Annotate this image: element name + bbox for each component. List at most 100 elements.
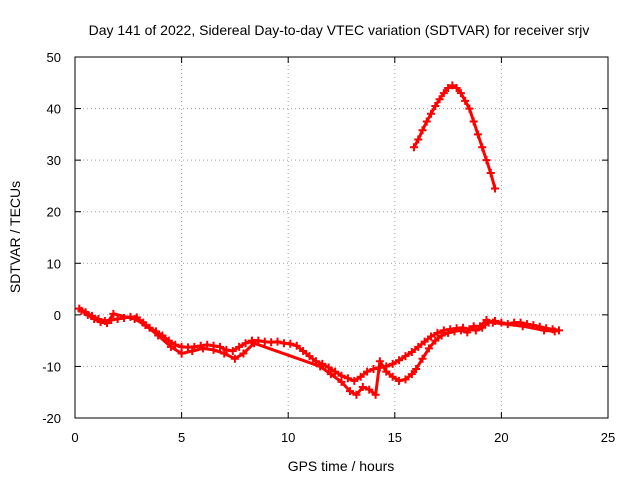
data-point [427,109,436,118]
data-point [77,306,86,315]
data-point [395,356,404,365]
data-point [465,104,474,113]
data-point [554,326,563,335]
x-tick-label: 0 [71,430,78,445]
data-point [540,326,549,335]
main-trace-line [78,307,560,383]
y-axis-label: SDTVAR / TECUs [7,181,23,293]
data-point [414,342,423,351]
data-point [316,362,325,371]
data-point [83,310,92,319]
data-point [412,365,421,374]
y-tick-label: 10 [47,256,61,271]
data-point [363,367,372,376]
data-point [456,89,465,98]
data-point [358,383,367,392]
data-point [166,342,175,351]
data-point [444,328,453,337]
data-point [439,326,448,335]
data-point [343,374,352,383]
data-point [427,332,436,341]
data-point [448,81,457,90]
data-point [433,328,442,337]
data-point [198,344,207,353]
data-point [422,117,431,126]
data-point [305,352,314,361]
data-point [102,319,111,328]
y-tick-label: 50 [47,50,61,65]
data-point [337,377,346,386]
data-points [75,81,563,399]
data-point [420,337,429,346]
data-point [326,370,335,379]
arc-trace-line [412,83,497,189]
y-tick-label: -10 [42,359,61,374]
data-point [461,96,470,105]
data-point [476,322,485,331]
data-point [235,342,244,351]
data-point [352,390,361,399]
y-tick-label: 20 [47,205,61,220]
data-point [171,340,180,349]
plot-frame [74,56,609,419]
data-point [209,345,218,354]
x-tick-label: 10 [281,430,295,445]
data-point [369,365,378,374]
data-point [375,357,384,366]
data-point [292,341,301,350]
data-point [365,385,374,394]
data-point [437,331,446,340]
data-point [518,322,527,331]
x-tick-label: 25 [601,430,615,445]
data-point [177,349,186,358]
data-point [324,363,333,372]
data-point [346,387,355,396]
data-point [431,336,440,345]
data-point [273,337,282,346]
main-trace [75,304,563,385]
data-point [407,347,416,356]
data-point [463,328,472,337]
x-tick-label: 15 [388,430,402,445]
data-point [230,354,239,363]
x-tick-label: 5 [178,430,185,445]
data-point [450,327,459,336]
y-tick-label: -20 [42,411,61,426]
data-point [439,89,448,98]
data-point [469,117,478,126]
data-point [109,309,118,318]
data-point [299,346,308,355]
arc-trace [409,81,500,193]
data-point [250,339,259,348]
data-point [456,326,465,335]
y-tick-label: 40 [47,102,61,117]
data-point [482,156,491,165]
data-point [409,143,418,152]
data-point [414,135,423,144]
secondary-trace [77,306,559,399]
data-point [435,95,444,104]
data-point [444,83,453,92]
data-point [473,130,482,139]
data-point [418,126,427,135]
data-point [239,349,248,358]
data-point [452,83,461,92]
data-point [241,339,250,348]
data-point [388,372,397,381]
data-point [491,184,500,193]
axis-ticks: 0 5 10 15 20 25 -20 -10 0 10 20 30 40 50 [42,50,615,445]
data-point [482,316,491,325]
y-tick-label: 0 [54,308,61,323]
data-point [331,367,340,376]
x-axis-label: GPS time / hours [288,458,395,474]
data-point [401,375,410,384]
data-point [478,143,487,152]
data-point [488,318,497,327]
data-point [215,342,224,351]
data-point [356,372,365,381]
data-point [286,339,295,348]
data-point [220,349,229,358]
grid [75,57,608,418]
data-point [407,370,416,379]
data-point [141,321,150,330]
